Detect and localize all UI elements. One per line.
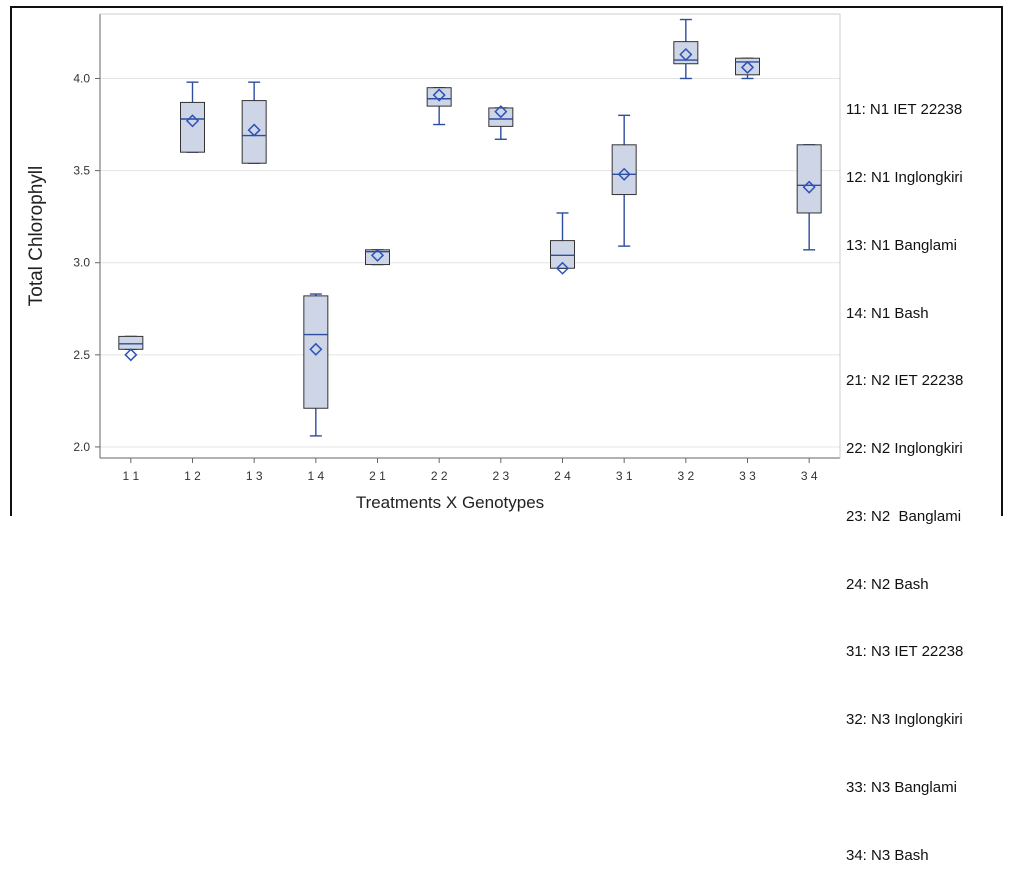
x-tick-label: 2 3: [492, 469, 509, 483]
legend-entry: 14: N1 Bash: [846, 304, 929, 322]
x-tick-label: 3 1: [616, 469, 633, 483]
legend-entry: 22: N2 Inglongkiri: [846, 440, 963, 458]
legend-entry: 12: N1 Inglongkiri: [846, 168, 963, 186]
x-tick-label: 3 2: [677, 469, 694, 483]
legend-entry: 24: N2 Bash: [846, 575, 929, 593]
mean-marker: [309, 342, 323, 356]
legend-entry: 31: N3 IET 22238: [846, 643, 964, 661]
x-tick-label: 3 3: [739, 469, 756, 483]
mean-marker: [555, 261, 570, 275]
box: [303, 295, 329, 409]
legend-entry: 21: N2 IET 22238: [846, 372, 964, 390]
x-tick-label: 2 2: [431, 469, 448, 483]
legend-entry: 32: N3 Inglongkiri: [846, 711, 963, 729]
mean-marker: [370, 248, 385, 262]
legend-entry: 33: N3 Banglami: [846, 779, 957, 796]
x-tick-label: 1 3: [246, 469, 263, 483]
mean-marker: [124, 348, 138, 362]
x-tick-label: 1 4: [307, 469, 324, 483]
y-tick-label: 3.5: [73, 164, 90, 178]
box: [673, 41, 699, 65]
x-tick-label: 1 2: [184, 469, 201, 483]
x-tick-label: 2 4: [554, 469, 571, 483]
mean-marker: [679, 47, 693, 62]
y-tick-label: 2.5: [73, 348, 90, 362]
x-tick-label: 3 4: [801, 469, 818, 483]
y-tick-label: 3.0: [73, 256, 90, 270]
mean-marker: [185, 114, 200, 128]
box-plot-chart: 2.0 2.5 3.0 3.5 4.0 1 1 1 2 1 3 1 4 2 1 2 2 2 3 2 4 3…: [26, 13, 841, 512]
legend: 11: N1 IET 22238 12: N1 Inglongkiri 13: …: [846, 54, 963, 890]
mean-marker: [740, 60, 755, 74]
mean-marker: [432, 88, 446, 102]
y-tick-label: 2.0: [73, 440, 90, 454]
box: [118, 335, 144, 350]
x-tick-label: 1 1: [122, 469, 139, 483]
y-tick-label: 4.0: [73, 71, 90, 85]
box: [550, 240, 575, 269]
legend-entry: 23: N2 Banglami: [846, 507, 962, 525]
box: [796, 144, 822, 214]
figure-frame: [10, 6, 1003, 516]
legend-entry: 13: N1 Banglami: [846, 236, 957, 254]
x-tick-label: 2 1: [369, 469, 386, 483]
mean-marker: [617, 167, 631, 181]
box: [241, 100, 267, 164]
mean-marker: [802, 180, 816, 194]
mean-marker: [494, 105, 508, 119]
legend-entry: 34: N3 Bash: [846, 846, 929, 864]
legend-entry: 11: N1 IET 22238: [846, 101, 963, 119]
mean-marker: [247, 123, 261, 137]
box: [426, 87, 452, 107]
x-axis-title: Treatments X Genotypes: [356, 493, 544, 512]
y-axis-title: Total Chlorophyll: [26, 166, 47, 306]
